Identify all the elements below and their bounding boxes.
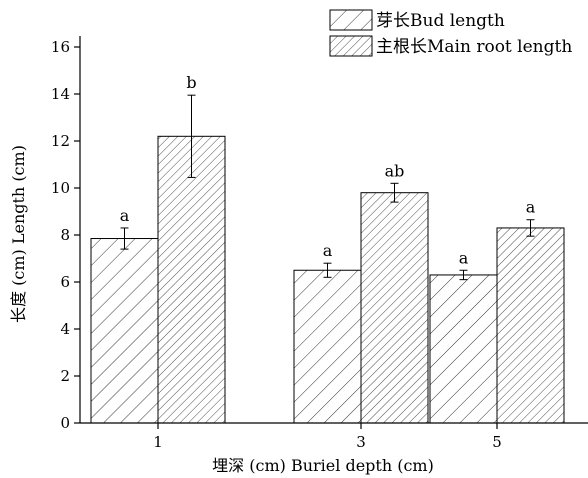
significance-label: ab (385, 161, 405, 180)
y-tick-label: 4 (60, 320, 70, 338)
y-tick-label: 10 (51, 179, 70, 197)
legend-label-main-root-length: 主根长Main root length (376, 37, 572, 57)
y-tick-label: 16 (51, 38, 70, 56)
y-tick-label: 2 (60, 367, 70, 385)
legend-swatch-main-root-length (329, 35, 373, 57)
y-axis-title: 长度 (cm) Length (cm) (9, 145, 28, 323)
y-tick-label: 8 (60, 226, 70, 244)
y-ticks: 0 2 4 6 8 10 12 14 16 (51, 38, 80, 432)
legend-swatch-bud-length (329, 9, 373, 31)
x-ticks: 1 3 5 (153, 423, 502, 451)
x-axis-title: 埋深 (cm) Buriel depth (cm) (212, 456, 434, 475)
bar (429, 274, 498, 424)
significance-label: a (323, 241, 333, 260)
bar (157, 135, 226, 424)
y-tick-label: 6 (60, 273, 70, 291)
y-tick-label: 12 (51, 132, 70, 150)
y-tick-label: 0 (60, 414, 70, 432)
bar (293, 269, 362, 424)
x-tick-label: 3 (356, 433, 366, 451)
legend-label-bud-length: 芽长Bud length (376, 11, 505, 31)
significance-label: b (186, 73, 196, 92)
legend: 芽长Bud length 主根长Main root length (329, 9, 572, 57)
bar (90, 238, 159, 424)
significance-label: a (526, 198, 536, 217)
significance-label: a (459, 248, 469, 267)
bar (360, 192, 429, 424)
y-tick-label: 14 (51, 85, 70, 103)
axes (79, 36, 588, 424)
x-tick-label: 5 (492, 433, 502, 451)
bar (496, 227, 565, 424)
x-tick-label: 1 (153, 433, 163, 451)
significance-label: a (120, 206, 130, 225)
